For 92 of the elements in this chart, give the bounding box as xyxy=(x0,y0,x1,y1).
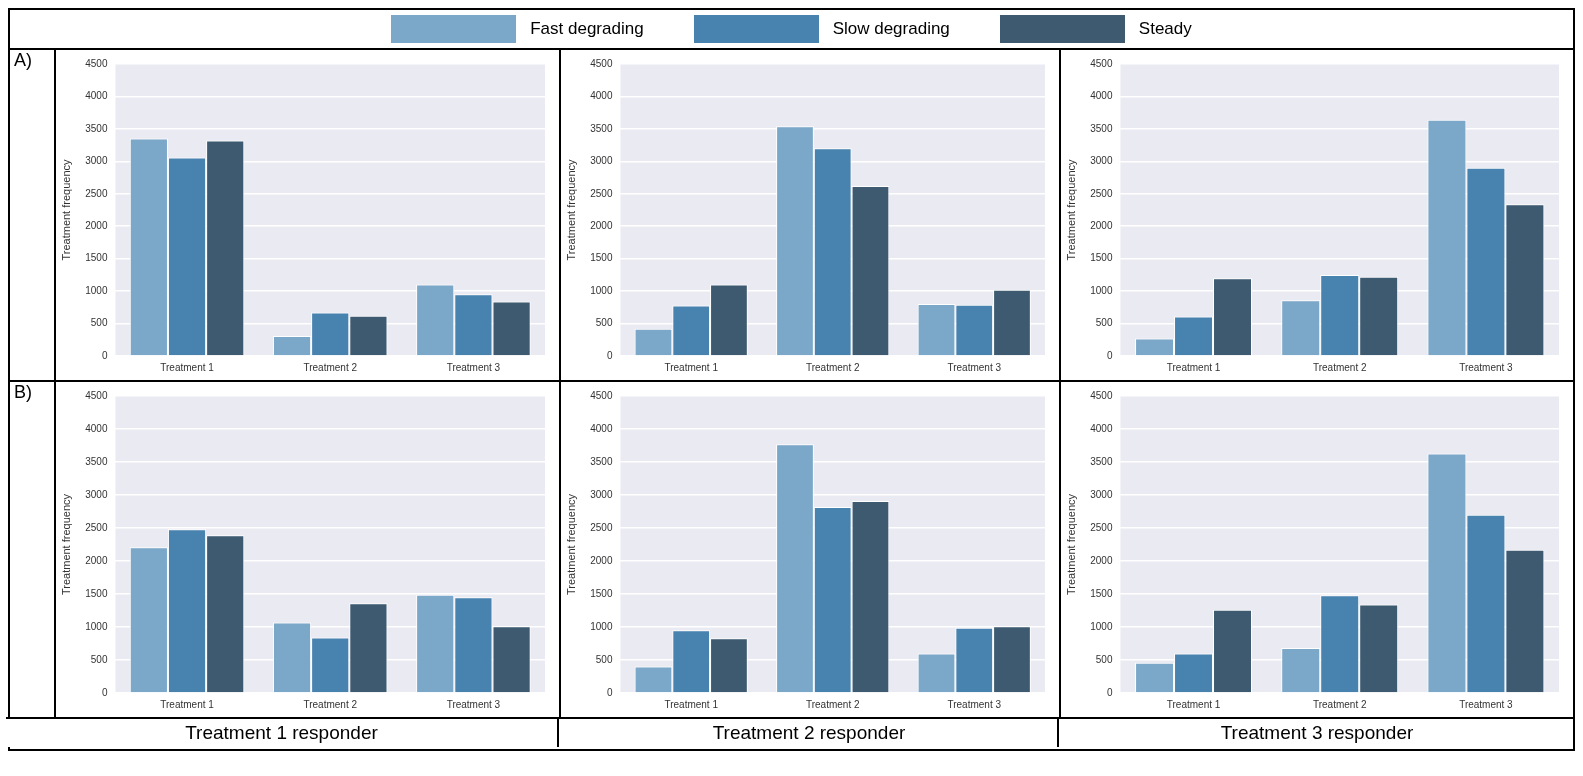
y-tick-label: 2500 xyxy=(590,187,613,199)
y-tick-label: 4500 xyxy=(1090,389,1113,401)
y-tick-label: 500 xyxy=(595,653,613,665)
y-tick-label: 4500 xyxy=(590,57,613,69)
y-tick-label: 500 xyxy=(90,653,108,665)
y-axis-title: Treatment frequency xyxy=(564,158,577,261)
y-tick-label: 1500 xyxy=(590,587,613,599)
y-axis-title: Treatment frequency xyxy=(59,158,72,261)
y-tick-label: 1000 xyxy=(590,284,613,296)
text: Steady xyxy=(1138,19,1192,38)
y-tick-label: 3500 xyxy=(1090,122,1113,134)
y-tick-label: 2500 xyxy=(85,521,108,533)
y-tick-label: 3000 xyxy=(85,488,108,500)
y-tick-label: 3500 xyxy=(85,122,108,134)
x-tick-label: Treatment 1 xyxy=(664,698,719,710)
y-tick-label: 2500 xyxy=(85,187,108,199)
y-tick-label: 3000 xyxy=(85,155,108,167)
y-tick-label: 500 xyxy=(595,317,613,329)
y-tick-label: 3000 xyxy=(590,488,613,500)
y-tick-label: 3500 xyxy=(590,455,613,467)
y-axis-title: Treatment frequency xyxy=(564,493,577,596)
x-tick-label: Treatment 3 xyxy=(947,361,1002,373)
y-tick-label: 3500 xyxy=(1090,455,1113,467)
text: A) xyxy=(14,50,32,70)
y-tick-label: 0 xyxy=(101,686,108,698)
y-tick-label: 2500 xyxy=(590,521,613,533)
y-tick-label: 1500 xyxy=(1090,587,1113,599)
y-tick-label: 3000 xyxy=(590,155,613,167)
y-tick-label: 4500 xyxy=(1090,57,1113,69)
x-tick-label: Treatment 2 xyxy=(303,698,358,710)
y-tick-label: 1000 xyxy=(85,620,108,632)
text: Fast degrading xyxy=(530,19,644,38)
x-tick-label: Treatment 1 xyxy=(160,698,215,710)
x-tick-label: Treatment 1 xyxy=(1166,361,1221,373)
x-tick-label: Treatment 1 xyxy=(1166,698,1221,710)
x-axis-title: Treatment 1 responder xyxy=(185,722,378,743)
x-tick-label: Treatment 1 xyxy=(160,361,215,373)
y-tick-label: 2000 xyxy=(590,219,613,231)
y-tick-label: 1500 xyxy=(1090,252,1113,264)
x-tick-label: Treatment 3 xyxy=(446,361,501,373)
y-tick-label: 1000 xyxy=(1090,620,1113,632)
y-tick-label: 0 xyxy=(1106,349,1113,361)
text: B) xyxy=(14,382,32,402)
y-tick-label: 0 xyxy=(101,349,108,361)
x-tick-label: Treatment 3 xyxy=(446,698,501,710)
x-tick-label: Treatment 2 xyxy=(1312,361,1367,373)
x-tick-label: Treatment 2 xyxy=(1312,698,1367,710)
y-tick-label: 4500 xyxy=(85,57,108,69)
y-axis-title: Treatment frequency xyxy=(59,493,72,596)
y-tick-label: 0 xyxy=(606,349,613,361)
y-tick-label: 2000 xyxy=(85,554,108,566)
y-tick-label: 2000 xyxy=(1090,219,1113,231)
y-tick-label: 1000 xyxy=(85,284,108,296)
y-tick-label: 4000 xyxy=(1090,90,1113,102)
y-tick-label: 1000 xyxy=(1090,284,1113,296)
y-tick-label: 500 xyxy=(1095,317,1113,329)
y-tick-label: 2500 xyxy=(1090,521,1113,533)
y-tick-label: 4000 xyxy=(85,90,108,102)
y-tick-label: 0 xyxy=(1106,686,1113,698)
y-axis-title: Treatment frequency xyxy=(1064,158,1077,261)
x-tick-label: Treatment 2 xyxy=(805,361,860,373)
y-tick-label: 3000 xyxy=(1090,155,1113,167)
y-tick-label: 500 xyxy=(90,317,108,329)
y-tick-label: 3000 xyxy=(1090,488,1113,500)
y-tick-label: 1500 xyxy=(85,587,108,599)
x-axis-title: Treatment 2 responder xyxy=(712,722,906,743)
y-tick-label: 2500 xyxy=(1090,187,1113,199)
y-axis-title: Treatment frequency xyxy=(1064,493,1077,596)
y-tick-label: 4000 xyxy=(590,422,613,434)
text: Slow degrading xyxy=(832,19,950,38)
y-tick-label: 1500 xyxy=(85,252,108,264)
x-tick-label: Treatment 1 xyxy=(664,361,719,373)
y-tick-label: 4500 xyxy=(85,389,108,401)
y-tick-label: 1500 xyxy=(590,252,613,264)
y-tick-label: 4000 xyxy=(85,422,108,434)
y-tick-label: 2000 xyxy=(590,554,613,566)
y-tick-label: 4000 xyxy=(1090,422,1113,434)
y-tick-label: 0 xyxy=(606,686,613,698)
x-tick-label: Treatment 2 xyxy=(805,698,860,710)
y-tick-label: 3500 xyxy=(590,122,613,134)
y-tick-label: 500 xyxy=(1095,653,1113,665)
x-tick-label: Treatment 3 xyxy=(1459,361,1514,373)
x-axis-title: Treatment 3 responder xyxy=(1220,722,1414,743)
y-tick-label: 4000 xyxy=(590,90,613,102)
y-tick-label: 3500 xyxy=(85,455,108,467)
y-tick-label: 2000 xyxy=(85,219,108,231)
y-tick-label: 1000 xyxy=(590,620,613,632)
x-tick-label: Treatment 3 xyxy=(947,698,1002,710)
x-tick-label: Treatment 3 xyxy=(1459,698,1514,710)
x-tick-label: Treatment 2 xyxy=(303,361,358,373)
y-tick-label: 2000 xyxy=(1090,554,1113,566)
y-tick-label: 4500 xyxy=(590,389,613,401)
